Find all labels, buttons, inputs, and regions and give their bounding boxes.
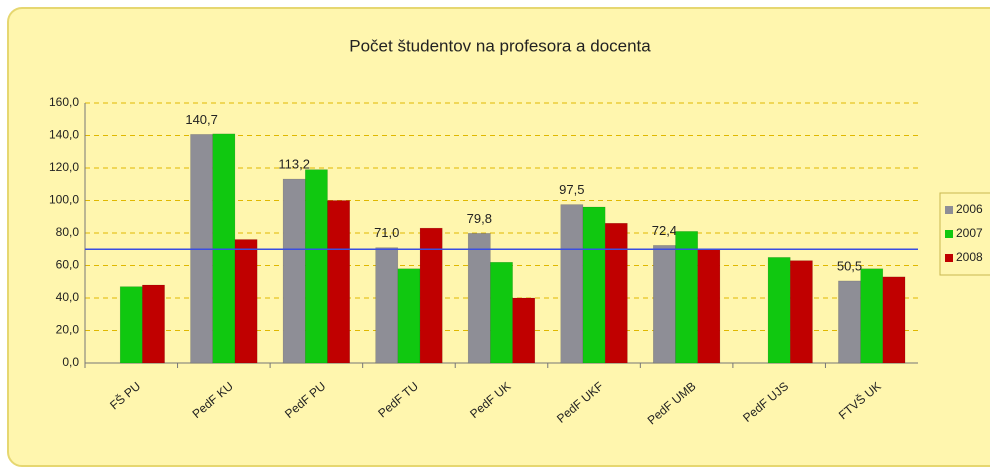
legend-label: 2006: [956, 202, 983, 216]
data-label: 71,0: [374, 225, 399, 240]
bar: [653, 245, 676, 364]
data-label: 50,5: [837, 258, 862, 273]
bar: [142, 284, 165, 364]
y-tick-label: 20,0: [56, 323, 80, 337]
bar: [375, 247, 399, 364]
bar: [282, 178, 306, 364]
bar: [119, 286, 143, 364]
data-label: 113,2: [278, 156, 310, 171]
bar: [397, 268, 421, 364]
chart-title: Počet študentov na profesora a docenta: [349, 36, 651, 55]
bar: [767, 257, 791, 364]
bar: [675, 231, 698, 364]
bar: [490, 262, 513, 364]
y-tick-label: 100,0: [49, 193, 79, 207]
legend-swatch: [945, 254, 953, 262]
y-tick-label: 60,0: [56, 258, 80, 272]
bar: [305, 169, 328, 364]
data-label: 79,8: [467, 211, 492, 226]
bar: [234, 239, 258, 364]
bar: [512, 297, 536, 364]
y-tick-label: 0,0: [62, 355, 79, 369]
bar: [212, 133, 236, 364]
data-label: 72,4: [652, 223, 677, 238]
bar: [860, 268, 884, 364]
y-tick-label: 140,0: [49, 128, 79, 142]
data-label: 140,7: [185, 112, 218, 127]
data-label: 97,5: [559, 182, 584, 197]
y-tick-label: 40,0: [56, 290, 80, 304]
legend-label: 2007: [956, 226, 983, 240]
y-tick-label: 120,0: [49, 160, 79, 174]
bar: [604, 223, 628, 364]
y-tick-label: 160,0: [49, 95, 79, 109]
legend-swatch: [945, 230, 953, 238]
bar: [467, 233, 491, 364]
bar: [882, 276, 906, 364]
legend-swatch: [945, 206, 953, 214]
legend-label: 2008: [956, 250, 983, 264]
bar: [560, 204, 584, 364]
bar: [790, 260, 813, 364]
bar: [697, 249, 721, 364]
bar: [327, 200, 350, 364]
y-tick-label: 80,0: [56, 225, 80, 239]
bar: [838, 280, 861, 364]
bar: [419, 227, 443, 364]
bar: [582, 206, 606, 364]
